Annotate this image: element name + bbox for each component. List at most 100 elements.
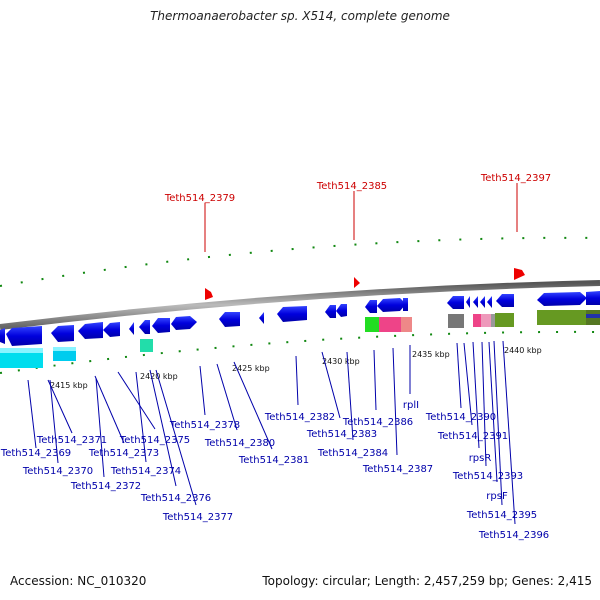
gene-label[interactable]: Teth514_2387 bbox=[362, 464, 433, 475]
gene-label[interactable]: rpsF bbox=[486, 491, 508, 502]
scale-label: 2440 kbp bbox=[504, 346, 542, 355]
feature-marker-2379 bbox=[205, 288, 213, 300]
scale-label: 2420 kbp bbox=[140, 372, 178, 381]
annotation-gray bbox=[448, 314, 464, 328]
top-feature-markers bbox=[204, 183, 525, 300]
gene-label[interactable]: Teth514_2383 bbox=[306, 429, 377, 440]
gene-label[interactable]: Teth514_2381 bbox=[238, 455, 309, 466]
annotation-green bbox=[365, 317, 379, 332]
gene-track[interactable] bbox=[0, 291, 600, 346]
gene-arrow bbox=[466, 296, 470, 308]
annotation-pink bbox=[473, 314, 481, 327]
feature-marker-2385 bbox=[354, 277, 360, 288]
gene-leader-line bbox=[117, 371, 156, 430]
gene-leader-line bbox=[295, 355, 299, 406]
gene-arrow bbox=[277, 306, 307, 322]
gene-arrow bbox=[0, 328, 5, 344]
annotation-pink bbox=[379, 317, 401, 332]
gene-label[interactable]: Teth514_2373 bbox=[88, 448, 159, 459]
gene-arrow bbox=[586, 291, 600, 305]
gene-arrow bbox=[325, 305, 336, 318]
gene-label[interactable]: Teth514_2370 bbox=[22, 466, 93, 477]
gene-arrow bbox=[447, 296, 464, 309]
gene-leader-line bbox=[463, 342, 473, 426]
gene-arrow bbox=[473, 296, 478, 308]
top-feature-label: Teth514_2379 bbox=[164, 193, 235, 204]
gene-arrow bbox=[496, 294, 514, 307]
scale-label: 2435 kbp bbox=[412, 350, 450, 359]
annotation-track[interactable] bbox=[0, 310, 600, 368]
gene-arrow bbox=[219, 312, 240, 327]
gene-arrow bbox=[171, 316, 197, 330]
gene-leader-line bbox=[373, 349, 377, 411]
feature-marker-2397 bbox=[514, 268, 525, 280]
gene-arrow bbox=[537, 292, 587, 306]
gene-arrow bbox=[6, 326, 42, 346]
scale-label: 2425 kbp bbox=[232, 364, 270, 373]
scale-label: 2430 kbp bbox=[322, 357, 360, 366]
gene-arrow bbox=[129, 322, 134, 335]
gene-label[interactable]: Teth514_2396 bbox=[478, 530, 549, 541]
gene-label[interactable]: Teth514_2374 bbox=[110, 466, 181, 477]
top-feature-label: Teth514_2385 bbox=[316, 181, 387, 192]
gene-label[interactable]: Teth514_2386 bbox=[342, 417, 413, 428]
gene-label[interactable]: Teth514_2393 bbox=[452, 471, 523, 482]
gene-leader-line bbox=[27, 379, 37, 449]
gene-label[interactable]: Teth514_2382 bbox=[264, 412, 335, 423]
gene-label[interactable]: rplI bbox=[403, 400, 419, 411]
gene-label[interactable]: Teth514_2375 bbox=[119, 435, 190, 446]
gene-arrow bbox=[139, 320, 150, 334]
gene-label[interactable]: Teth514_2384 bbox=[317, 448, 388, 459]
gene-leader-line bbox=[346, 351, 354, 441]
genome-summary-text: Topology: circular; Length: 2,457,259 bp… bbox=[262, 574, 592, 588]
top-feature-label: Teth514_2397 bbox=[480, 173, 551, 184]
annotation-gray bbox=[491, 314, 495, 327]
gene-arrow bbox=[377, 298, 406, 312]
gene-leader-line bbox=[199, 365, 206, 416]
gene-label[interactable]: Teth514_2376 bbox=[140, 493, 211, 504]
annotation-pink-light bbox=[401, 317, 412, 332]
scale-label: 2415 kbp bbox=[50, 381, 88, 390]
annotation-pink-light bbox=[481, 314, 491, 327]
gene-label[interactable]: Teth514_2380 bbox=[204, 438, 275, 449]
gene-arrow bbox=[78, 322, 103, 339]
gene-arrow bbox=[480, 296, 485, 308]
gene-leader-line bbox=[488, 341, 498, 483]
gene-label[interactable]: Teth514_2391 bbox=[437, 431, 508, 442]
gene-arrow bbox=[51, 325, 74, 342]
gene-block bbox=[403, 298, 408, 311]
gene-label[interactable]: Teth514_2395 bbox=[466, 510, 537, 521]
gene-label[interactable]: Teth514_2377 bbox=[162, 512, 233, 523]
gene-label[interactable]: rpsR bbox=[469, 453, 492, 464]
annotation-olive bbox=[537, 310, 586, 325]
gene-label[interactable]: Teth514_2390 bbox=[425, 412, 496, 423]
annotation-olive bbox=[495, 313, 514, 327]
gene-arrow bbox=[259, 312, 264, 324]
gene-label[interactable]: Teth514_2378 bbox=[169, 420, 240, 431]
gene-leader-line bbox=[216, 363, 238, 431]
gene-leader-line bbox=[95, 377, 105, 478]
gene-leader-line bbox=[155, 369, 197, 506]
gene-leader-line bbox=[493, 340, 503, 506]
gene-leader-line bbox=[135, 371, 147, 463]
gene-label[interactable]: Teth514_2369 bbox=[0, 448, 71, 459]
gene-leader-line bbox=[49, 379, 59, 464]
gene-leader-line bbox=[321, 351, 341, 419]
accession-text: Accession: NC_010320 bbox=[10, 574, 147, 588]
gene-labels[interactable]: Teth514_2371 Teth514_2369 Teth514_2370 Teth… bbox=[0, 400, 549, 541]
gene-label[interactable]: Teth514_2371 bbox=[36, 435, 107, 446]
gene-arrow bbox=[152, 318, 170, 333]
gene-arrow bbox=[487, 296, 492, 308]
gene-leader-line bbox=[392, 347, 398, 456]
gene-leader-line bbox=[233, 361, 273, 450]
gene-label[interactable]: Teth514_2372 bbox=[70, 481, 141, 492]
outer-tick-ruler bbox=[0, 236, 600, 287]
gene-leader-line bbox=[94, 375, 125, 444]
gene-leader-lines bbox=[27, 340, 516, 525]
gene-leader-line bbox=[481, 341, 487, 467]
gene-leader-line bbox=[47, 379, 73, 434]
genome-backbone bbox=[0, 280, 600, 330]
gene-arrow bbox=[103, 322, 120, 337]
annotation-teal bbox=[140, 339, 153, 352]
